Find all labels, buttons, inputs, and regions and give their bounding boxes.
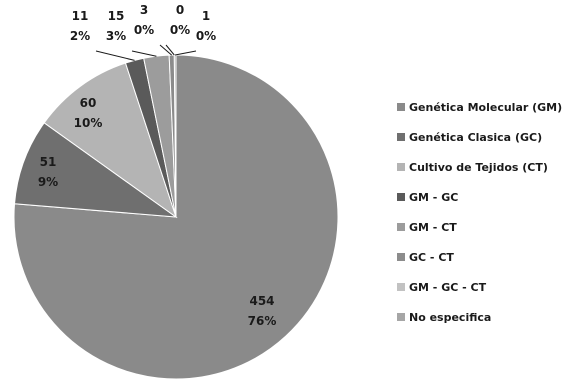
legend-label-cultivo-de-tejidos-ct: Cultivo de Tejidos (CT) xyxy=(409,161,548,174)
leader-line-gm-gc-ct xyxy=(165,44,175,56)
leader-lines xyxy=(95,44,197,61)
data-label-percent-gm-gc: 2% xyxy=(70,29,90,43)
legend-swatch-gc-ct xyxy=(397,253,405,261)
data-label-value-cultivo-de-tejidos-ct: 60 xyxy=(80,96,97,110)
data-label-value-no-especifica: 1 xyxy=(202,9,210,23)
data-label-value-gc-ct: 3 xyxy=(140,3,148,17)
legend-swatch-no-especifica xyxy=(397,313,405,321)
pie-slice-gen-tica-molecular-gm xyxy=(13,54,339,379)
pie-slice-gen-tica-clasica-gc xyxy=(14,122,178,218)
data-label-percent-gen-tica-molecular-gm: 76% xyxy=(248,314,277,328)
legend-label-gc-ct: GC - CT xyxy=(409,251,454,264)
data-label-value-gm-gc: 11 xyxy=(72,9,89,23)
data-label-value-gen-tica-molecular-gm: 454 xyxy=(249,294,274,308)
data-label-percent-gm-ct: 3% xyxy=(106,29,126,43)
data-label-value-gen-tica-clasica-gc: 51 xyxy=(40,155,57,169)
data-label-percent-gm-gc-ct: 0% xyxy=(170,23,190,37)
legend: Genética Molecular (GM) Genética Clasica … xyxy=(397,101,562,324)
legend-swatch-gen-tica-clasica-gc xyxy=(397,133,405,141)
legend-swatch-gm-gc-ct xyxy=(397,283,405,291)
pie-slice-cultivo-de-tejidos-ct xyxy=(43,62,177,219)
legend-label-gen-tica-clasica-gc: Genética Clasica (GC) xyxy=(409,131,542,144)
data-label-percent-gen-tica-clasica-gc: 9% xyxy=(38,175,58,189)
leader-line-gm-gc xyxy=(95,50,135,61)
legend-swatch-gen-tica-molecular-gm xyxy=(397,103,405,111)
legend-swatch-gm-gc xyxy=(397,193,405,201)
legend-label-no-especifica: No especifica xyxy=(409,311,491,324)
data-label-percent-cultivo-de-tejidos-ct: 10% xyxy=(74,116,103,130)
data-label-value-gm-gc-ct: 0 xyxy=(176,3,184,17)
leader-line-gc-ct xyxy=(159,44,173,56)
legend-label-gm-gc-ct: GM - GC - CT xyxy=(409,281,487,294)
legend-label-gm-ct: GM - CT xyxy=(409,221,457,234)
legend-label-gm-gc: GM - GC xyxy=(409,191,458,204)
data-label-value-gm-ct: 15 xyxy=(108,9,125,23)
leader-line-gm-ct xyxy=(131,50,157,57)
leader-line-no-especifica xyxy=(175,50,197,56)
data-label-percent-no-especifica: 0% xyxy=(196,29,216,43)
pie-slices xyxy=(13,54,339,379)
legend-swatch-cultivo-de-tejidos-ct xyxy=(397,163,405,171)
legend-swatch-gm-ct xyxy=(397,223,405,231)
data-label-percent-gc-ct: 0% xyxy=(134,23,154,37)
legend-label-gen-tica-molecular-gm: Genética Molecular (GM) xyxy=(409,101,562,114)
